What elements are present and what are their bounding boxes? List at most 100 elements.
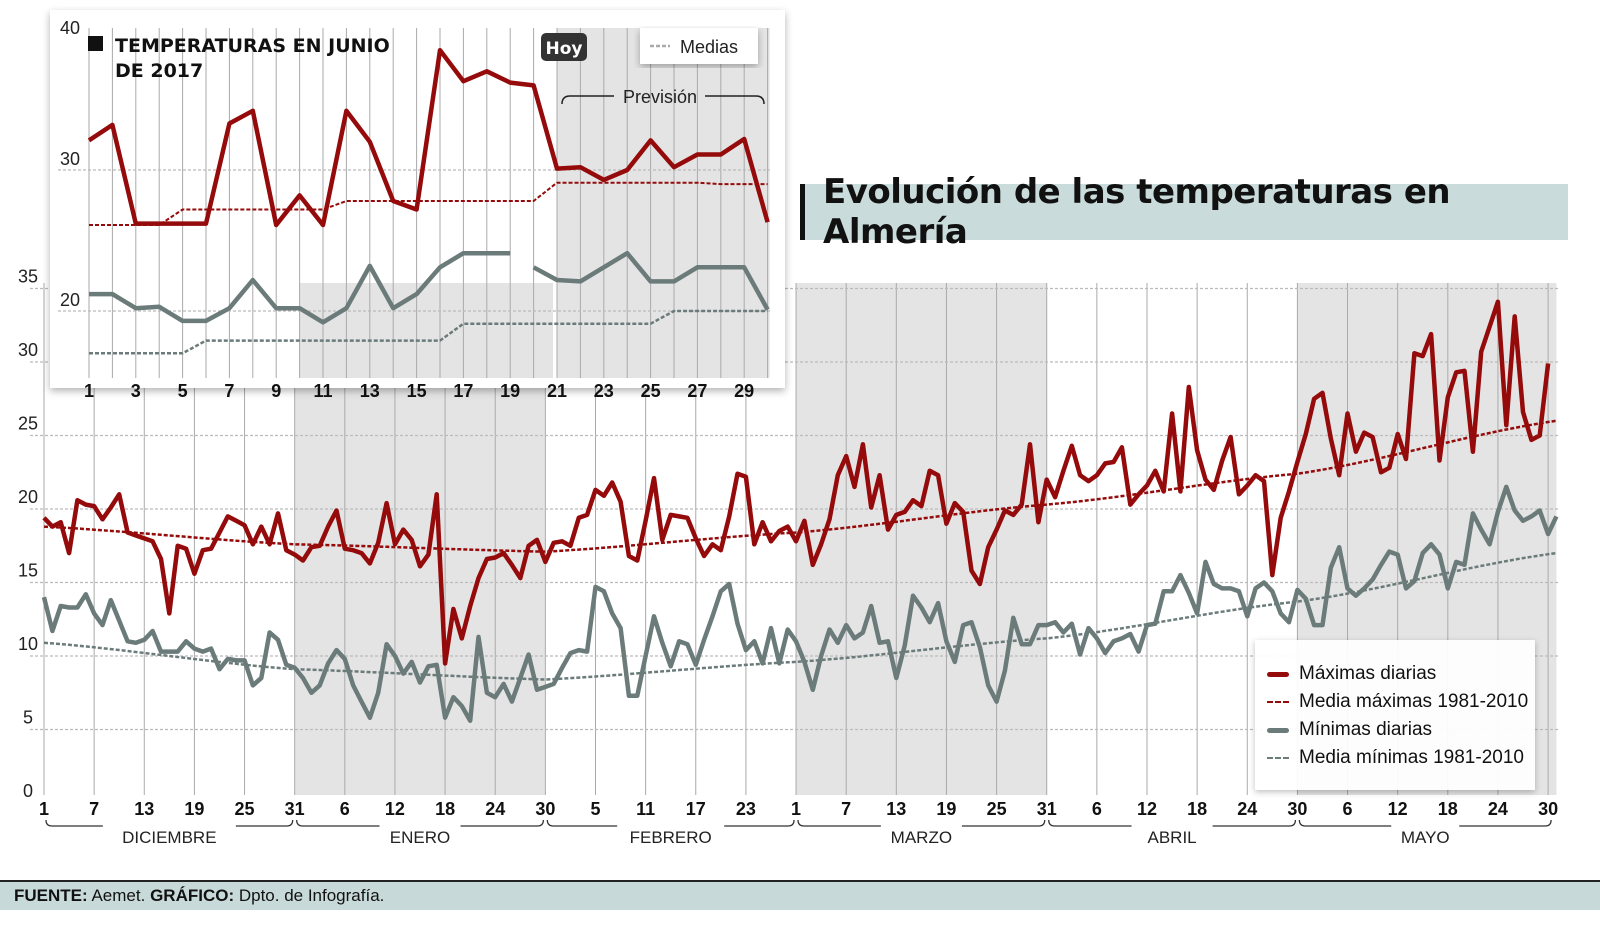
graphic-label: GRÁFICO:	[150, 886, 235, 905]
inset-x-tick-label: 11	[313, 381, 332, 401]
footer-credits: FUENTE: Aemet. GRÁFICO: Dpto. de Infogra…	[0, 880, 1600, 910]
month-bracket	[797, 819, 1046, 827]
legend-item: Media mínimas 1981-2010	[1267, 744, 1535, 772]
inset-x-tick-label: 5	[178, 381, 188, 401]
legend-label: Media mínimas 1981-2010	[1299, 747, 1524, 768]
today-label: Hoy	[546, 39, 583, 59]
y-tick-label: 10	[18, 634, 38, 654]
legend-item: Mínimas diarias	[1267, 716, 1535, 744]
x-tick-label: 12	[385, 799, 405, 819]
inset-min-line	[89, 250, 511, 325]
inset-title-line2: DE 2017	[115, 60, 203, 82]
month-label: ABRIL	[1147, 828, 1196, 847]
y-tick-label: 30	[18, 340, 38, 360]
x-tick-label: 1	[791, 799, 801, 819]
inset-x-tick-label: 21	[547, 381, 567, 401]
inset-x-tick-label: 9	[271, 381, 281, 401]
inset-x-tick-label: 29	[734, 381, 754, 401]
inset-x-tick-label: 1	[84, 381, 94, 401]
source-value: Aemet.	[91, 886, 146, 905]
graphic-value: Dpto. de Infografía.	[238, 886, 385, 905]
x-tick-label: 19	[936, 799, 956, 819]
x-tick-label: 30	[1538, 799, 1558, 819]
today-badge	[541, 33, 587, 61]
x-tick-label: 11	[636, 799, 655, 819]
inset-max-media-line	[89, 181, 768, 226]
legend-label: Máximas diarias	[1299, 663, 1437, 684]
month-bracket	[296, 819, 545, 827]
inset-legend-label: Medias	[680, 37, 738, 57]
month-bracket	[1048, 819, 1297, 827]
inset-title: TEMPERATURAS EN JUNIO DE 2017	[115, 35, 396, 82]
inset-x-tick-label: 3	[131, 381, 141, 401]
x-tick-label: 17	[686, 799, 706, 819]
source-label: FUENTE:	[14, 886, 88, 905]
series-lines	[41, 299, 1559, 723]
x-tick-label: 25	[235, 799, 255, 819]
x-tick-label: 18	[1438, 799, 1458, 819]
x-tick-label: 18	[1187, 799, 1207, 819]
month-label: FEBRERO	[630, 828, 712, 847]
inset-min-media-line	[89, 309, 768, 355]
inset-y-tick-label: 20	[60, 290, 80, 310]
inset-x-tick-label: 15	[407, 381, 427, 401]
x-tick-label: 25	[987, 799, 1007, 819]
inset-x-tick-label: 27	[687, 381, 707, 401]
month-bracket	[546, 819, 795, 827]
x-tick-label: 24	[1488, 799, 1508, 819]
x-tick-label: 23	[736, 799, 756, 819]
legend-swatch	[1267, 671, 1289, 677]
inset-x-tick-label: 19	[500, 381, 520, 401]
x-tick-label: 31	[1037, 799, 1057, 819]
x-tick-label: 31	[285, 799, 305, 819]
inset-y-tick-label: 40	[60, 18, 80, 38]
x-tick-label: 30	[1287, 799, 1307, 819]
x-tick-label: 6	[340, 799, 350, 819]
x-tick-label: 12	[1137, 799, 1157, 819]
legend-item: Máximas diarias	[1267, 660, 1535, 688]
inset-series	[87, 47, 770, 355]
month-label: MAYO	[1401, 828, 1450, 847]
x-tick-label: 30	[535, 799, 555, 819]
inset-title-line1: TEMPERATURAS EN JUNIO	[115, 35, 390, 57]
inset-january-shading	[299, 283, 553, 378]
x-tick-label: 19	[184, 799, 204, 819]
y-tick-label: 5	[23, 708, 33, 728]
month-labels: DICIEMBRE ENERO FEBRERO MARZO ABRIL MAYO	[45, 819, 1552, 847]
legend-swatch	[1267, 701, 1289, 703]
y-tick-label: 25	[18, 414, 38, 434]
x-tick-label: 24	[485, 799, 505, 819]
x-tick-labels: 1 7 13 19 25 31 6 12 18 24 30 5 11 17 23 1 7 13 19 25 31 6 12 1…	[39, 799, 1558, 819]
y-tick-label: 35	[18, 267, 38, 287]
legend-swatch	[1267, 757, 1289, 759]
x-tick-label: 7	[841, 799, 851, 819]
y-tick-label: 0	[23, 781, 33, 801]
x-tick-label: 12	[1388, 799, 1408, 819]
x-tick-label: 13	[134, 799, 154, 819]
forecast-label: Previsión	[623, 87, 697, 107]
y-tick-label: 20	[18, 487, 38, 507]
legend-item: Media máximas 1981-2010	[1267, 688, 1535, 716]
legend-label: Mínimas diarias	[1299, 719, 1433, 740]
x-tick-label: 6	[1092, 799, 1102, 819]
legend-swatch	[1267, 727, 1289, 733]
inset-title-marker	[88, 36, 103, 51]
month-label: DICIEMBRE	[122, 828, 216, 847]
month-label: ENERO	[390, 828, 450, 847]
y-tick-label: 15	[18, 561, 38, 581]
month-label: MARZO	[891, 828, 952, 847]
x-tick-label: 1	[39, 799, 49, 819]
inset-y-tick-label: 30	[60, 149, 80, 169]
x-tick-label: 18	[435, 799, 455, 819]
inset-x-tick-label: 23	[594, 381, 614, 401]
chart-title: Evolución de las temperaturas en Almería	[800, 172, 1568, 252]
month-bracket	[1298, 819, 1552, 827]
x-tick-label: 5	[590, 799, 600, 819]
forecast-shading	[557, 28, 770, 378]
min-daily-line	[41, 484, 1559, 723]
forecast-bracket	[561, 95, 765, 105]
month-bracket	[45, 819, 294, 827]
x-tick-label: 6	[1343, 799, 1353, 819]
legend-label: Media máximas 1981-2010	[1299, 691, 1529, 712]
